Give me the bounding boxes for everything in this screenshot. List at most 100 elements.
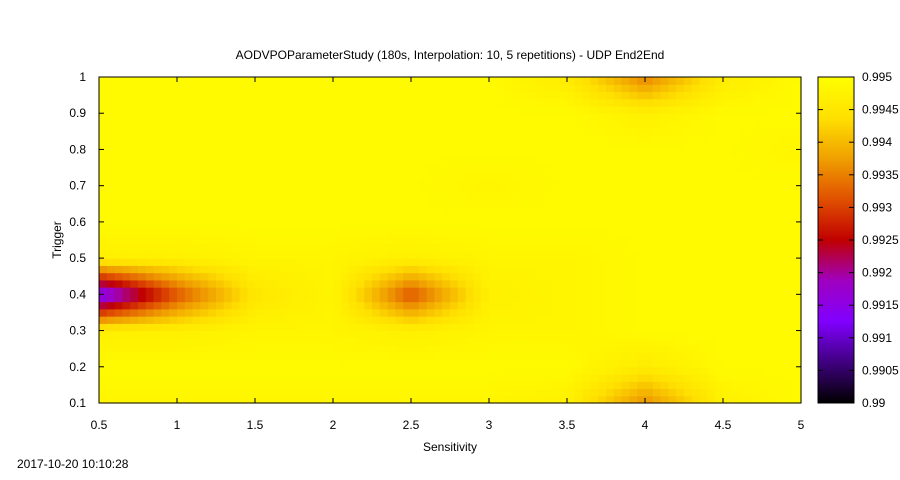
heatmap-cell — [239, 163, 248, 172]
heatmap-cell — [528, 91, 537, 100]
heatmap-cell — [730, 323, 740, 332]
heatmap-cell — [613, 352, 623, 361]
heatmap-cell — [255, 294, 264, 303]
heatmap-cell — [489, 250, 498, 259]
heatmap-cell — [691, 381, 701, 390]
heatmap-cell — [208, 258, 217, 266]
colorbar-tick-label: 0.9905 — [862, 363, 899, 377]
heatmap-cell — [434, 359, 443, 368]
heatmap-cell — [457, 142, 467, 151]
heatmap-cell — [676, 265, 685, 274]
heatmap-cell — [567, 84, 576, 93]
heatmap-cell — [403, 366, 412, 375]
heatmap-cell — [192, 279, 201, 288]
heatmap-cell — [652, 316, 662, 324]
heatmap-cell — [348, 229, 357, 237]
heatmap-cell — [621, 352, 630, 361]
heatmap-cell — [247, 221, 256, 230]
heatmap-cell — [255, 279, 264, 288]
heatmap-cell — [372, 258, 381, 266]
heatmap-cell — [122, 105, 131, 114]
heatmap-cell — [574, 207, 584, 216]
heatmap-cell — [403, 330, 412, 339]
heatmap-cell — [551, 77, 560, 85]
heatmap-cell — [177, 250, 186, 259]
heatmap-cell — [278, 250, 287, 259]
heatmap-cell — [411, 236, 420, 245]
heatmap-cell — [785, 308, 794, 317]
heatmap-cell — [637, 221, 646, 230]
heatmap-cell — [192, 149, 201, 158]
heatmap-cell — [395, 105, 404, 114]
heatmap-cell — [785, 185, 794, 194]
heatmap-cell — [496, 395, 506, 404]
heatmap-cell — [450, 185, 459, 194]
heatmap-cell — [161, 127, 170, 136]
heatmap-cell — [99, 330, 108, 339]
heatmap-cell — [216, 178, 225, 187]
heatmap-cell — [769, 287, 779, 295]
heatmap-cell — [434, 374, 443, 382]
heatmap-cell — [465, 156, 474, 165]
heatmap-cell — [762, 214, 771, 223]
heatmap-cell — [395, 149, 404, 158]
heatmap-cell — [192, 77, 201, 85]
heatmap-cell — [528, 120, 537, 129]
heatmap-cell — [715, 258, 724, 266]
heatmap-cell — [418, 98, 428, 107]
heatmap-cell — [177, 163, 186, 172]
heatmap-cell — [473, 185, 482, 194]
heatmap-cell — [223, 308, 233, 317]
heatmap-cell — [777, 200, 786, 208]
heatmap-cell — [442, 258, 451, 266]
heatmap-cell — [418, 323, 428, 332]
heatmap-cell — [535, 330, 545, 339]
heatmap-cell — [652, 395, 662, 404]
heatmap-cell — [99, 374, 108, 382]
heatmap-cell — [145, 221, 155, 230]
heatmap-cell — [403, 163, 412, 172]
heatmap-cell — [208, 381, 217, 390]
heatmap-cell — [223, 388, 233, 397]
heatmap-cell — [582, 98, 591, 107]
heatmap-cell — [364, 388, 373, 397]
heatmap-cell — [598, 374, 607, 382]
heatmap-cell — [769, 345, 779, 353]
heatmap-cell — [177, 374, 186, 382]
heatmap-cell — [668, 221, 677, 230]
heatmap-cell — [637, 127, 646, 136]
heatmap-cell — [567, 359, 576, 368]
heatmap-cell — [122, 113, 131, 122]
heatmap-cell — [645, 352, 654, 361]
heatmap-cell — [613, 316, 623, 324]
heatmap-cell — [668, 113, 677, 122]
heatmap-cell — [551, 98, 560, 107]
heatmap-cell — [574, 229, 584, 237]
heatmap-cell — [317, 178, 326, 187]
heatmap-cell — [379, 192, 389, 201]
heatmap-cell — [645, 142, 654, 151]
heatmap-cell — [286, 178, 295, 187]
heatmap-cell — [333, 366, 342, 375]
heatmap-cell — [473, 345, 482, 353]
heatmap-cell — [512, 207, 521, 216]
heatmap-cell — [99, 105, 108, 114]
heatmap-cell — [364, 142, 373, 151]
heatmap-cell — [442, 171, 451, 180]
heatmap-cell — [145, 149, 155, 158]
heatmap-cell — [520, 258, 529, 266]
heatmap-cell — [286, 163, 295, 172]
heatmap-cell — [676, 301, 685, 310]
heatmap-cell — [528, 84, 537, 93]
heatmap-cell — [754, 163, 763, 172]
heatmap-cell — [364, 134, 373, 143]
heatmap-cell — [442, 330, 451, 339]
heatmap-cell — [512, 221, 521, 230]
heatmap-cell — [177, 207, 186, 216]
heatmap-cell — [668, 294, 677, 303]
heatmap-cell — [613, 207, 623, 216]
heatmap-cell — [621, 374, 630, 382]
heatmap-cell — [138, 120, 147, 129]
heatmap-cell — [543, 374, 552, 382]
heatmap-cell — [333, 149, 342, 158]
